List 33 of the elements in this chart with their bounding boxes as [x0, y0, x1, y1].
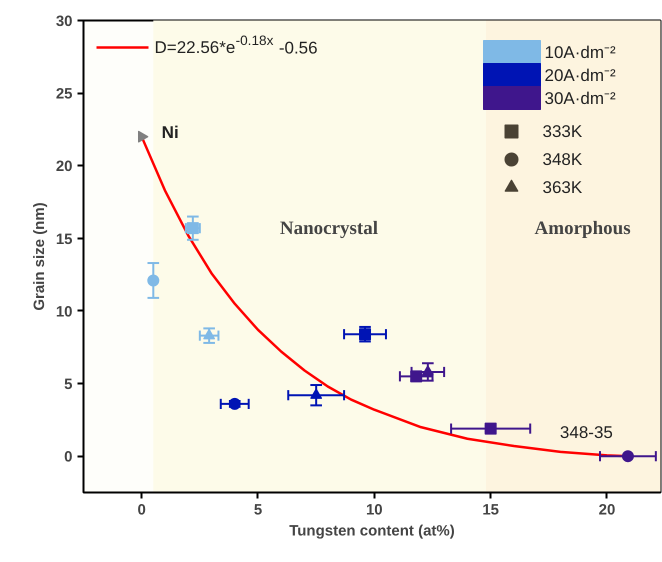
x-tick-label: 20 — [598, 502, 616, 518]
y-tick-label: 0 — [64, 448, 72, 466]
legend-label: 348K — [542, 150, 583, 169]
band-label: Nanocrystal — [280, 218, 378, 239]
annotation: 348-35 — [560, 423, 613, 442]
point — [310, 388, 322, 399]
y-tick-label: 25 — [56, 86, 73, 103]
point — [147, 274, 160, 286]
legend-label: 363K — [542, 178, 583, 197]
point — [203, 328, 216, 340]
y-tick-label: 15 — [56, 230, 73, 248]
point — [228, 398, 241, 410]
x-tick-label: 10 — [366, 502, 383, 518]
y-axis-title: Grain size (nm) — [30, 202, 48, 311]
y-tick-label: 30 — [56, 13, 73, 30]
point — [422, 365, 434, 376]
legend-label: 10A·dm⁻² — [544, 43, 616, 62]
legend-label: 333K — [542, 122, 583, 141]
point — [138, 130, 149, 143]
x-axis-title: Tungsten content (at%) — [289, 522, 455, 540]
legend-label: 30A·dm⁻² — [544, 89, 616, 108]
y-tick-label: 10 — [56, 303, 73, 320]
y-tick-label: 20 — [56, 158, 73, 176]
point — [622, 450, 634, 462]
point — [359, 328, 372, 340]
x-tick-label: 0 — [137, 502, 146, 518]
band-label: Amorphous — [534, 218, 631, 239]
x-tick-label: 5 — [254, 502, 262, 518]
x-tick-label: 15 — [482, 502, 499, 518]
y-tick-label: 5 — [64, 376, 72, 394]
point — [484, 422, 497, 435]
legend-label: 20A·dm⁻² — [544, 66, 616, 85]
annotation: Ni — [162, 123, 179, 142]
